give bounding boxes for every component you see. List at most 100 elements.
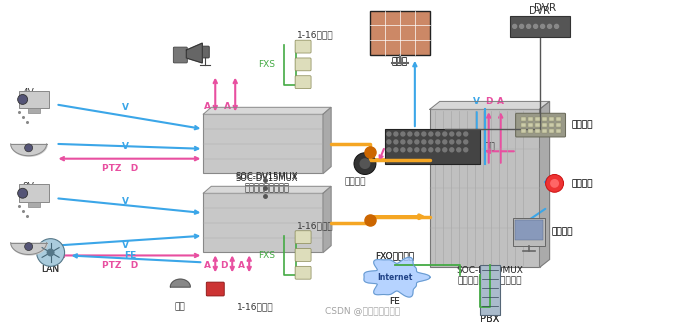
- Circle shape: [513, 24, 517, 28]
- FancyBboxPatch shape: [203, 114, 323, 174]
- FancyBboxPatch shape: [385, 129, 480, 163]
- Text: 矩阵: 矩阵: [485, 142, 495, 151]
- Circle shape: [443, 148, 447, 152]
- FancyBboxPatch shape: [534, 117, 539, 121]
- FancyBboxPatch shape: [556, 123, 561, 127]
- Text: V: V: [122, 142, 129, 151]
- Text: A: A: [224, 102, 231, 111]
- Text: 视频输出: 视频输出: [344, 177, 365, 186]
- Text: DVR: DVR: [534, 3, 556, 13]
- Text: 电视墙: 电视墙: [392, 58, 408, 66]
- Text: SOC-DV40MUX
集中式多业务视频传输平台: SOC-DV40MUX 集中式多业务视频传输平台: [456, 266, 523, 285]
- FancyBboxPatch shape: [201, 46, 210, 58]
- Circle shape: [436, 140, 440, 144]
- FancyBboxPatch shape: [510, 16, 570, 37]
- FancyBboxPatch shape: [480, 265, 499, 315]
- Polygon shape: [539, 101, 550, 267]
- Polygon shape: [323, 186, 331, 253]
- FancyBboxPatch shape: [541, 129, 547, 133]
- Circle shape: [401, 132, 405, 136]
- FancyBboxPatch shape: [295, 76, 311, 89]
- Circle shape: [527, 24, 530, 28]
- Polygon shape: [170, 279, 190, 287]
- FancyBboxPatch shape: [534, 123, 539, 127]
- Circle shape: [401, 148, 405, 152]
- Circle shape: [429, 140, 433, 144]
- FancyBboxPatch shape: [203, 193, 323, 253]
- Text: 1-16路电话: 1-16路电话: [237, 302, 273, 311]
- Circle shape: [47, 249, 54, 256]
- Circle shape: [541, 24, 545, 28]
- Circle shape: [457, 132, 461, 136]
- FancyBboxPatch shape: [534, 129, 539, 133]
- FancyBboxPatch shape: [295, 58, 311, 71]
- Text: 1-16路电话: 1-16路电话: [297, 31, 333, 40]
- Circle shape: [18, 188, 27, 198]
- FancyBboxPatch shape: [521, 117, 526, 121]
- Circle shape: [545, 175, 563, 192]
- Circle shape: [548, 24, 552, 28]
- FancyBboxPatch shape: [173, 47, 188, 63]
- FancyBboxPatch shape: [206, 282, 224, 296]
- FancyBboxPatch shape: [295, 40, 311, 53]
- Polygon shape: [186, 43, 202, 63]
- FancyBboxPatch shape: [27, 202, 40, 207]
- Circle shape: [25, 144, 32, 152]
- Circle shape: [464, 132, 468, 136]
- Circle shape: [408, 140, 412, 144]
- FancyBboxPatch shape: [541, 123, 547, 127]
- Text: 8V: 8V: [23, 182, 34, 191]
- FancyBboxPatch shape: [370, 11, 430, 55]
- FancyBboxPatch shape: [19, 184, 49, 202]
- Text: 报警主机: 报警主机: [572, 179, 593, 188]
- Text: V: V: [122, 241, 129, 250]
- Circle shape: [429, 148, 433, 152]
- Text: PBX: PBX: [480, 314, 499, 324]
- Circle shape: [387, 132, 391, 136]
- Text: 1-16路电话: 1-16路电话: [297, 221, 333, 230]
- Circle shape: [429, 132, 433, 136]
- Circle shape: [450, 140, 454, 144]
- Circle shape: [436, 132, 440, 136]
- FancyBboxPatch shape: [19, 91, 49, 108]
- Circle shape: [436, 148, 440, 152]
- Polygon shape: [203, 186, 331, 193]
- Circle shape: [457, 140, 461, 144]
- FancyBboxPatch shape: [521, 123, 526, 127]
- Circle shape: [422, 132, 426, 136]
- Circle shape: [18, 95, 27, 104]
- Text: V: V: [473, 97, 480, 106]
- FancyBboxPatch shape: [430, 109, 539, 267]
- FancyBboxPatch shape: [541, 117, 547, 121]
- FancyBboxPatch shape: [556, 117, 561, 121]
- Text: FXS: FXS: [258, 60, 275, 69]
- Text: 控制键盘: 控制键盘: [572, 121, 593, 130]
- Text: DVR: DVR: [529, 6, 550, 16]
- Circle shape: [401, 140, 405, 144]
- Circle shape: [408, 132, 412, 136]
- Text: 网管终端: 网管终端: [552, 227, 573, 236]
- Text: A: A: [238, 261, 245, 270]
- Circle shape: [464, 140, 468, 144]
- Circle shape: [534, 24, 538, 28]
- Circle shape: [554, 24, 559, 28]
- Text: LAN: LAN: [41, 265, 60, 274]
- Circle shape: [394, 148, 398, 152]
- Circle shape: [550, 179, 559, 188]
- FancyBboxPatch shape: [516, 113, 565, 137]
- Text: 4V: 4V: [23, 88, 34, 97]
- Text: 报警主机: 报警主机: [572, 179, 593, 188]
- Text: A: A: [497, 97, 504, 106]
- FancyBboxPatch shape: [556, 129, 561, 133]
- Text: A: A: [204, 102, 211, 111]
- Text: PTZ   D: PTZ D: [102, 164, 139, 173]
- Circle shape: [394, 132, 398, 136]
- Circle shape: [422, 148, 426, 152]
- Circle shape: [387, 148, 391, 152]
- Circle shape: [443, 132, 447, 136]
- Text: 网管终端: 网管终端: [552, 227, 573, 236]
- FancyBboxPatch shape: [528, 129, 532, 133]
- Text: CSDN @初心不忘产学研: CSDN @初心不忘产学研: [325, 306, 400, 315]
- Polygon shape: [323, 107, 331, 174]
- Text: PBX: PBX: [480, 314, 499, 324]
